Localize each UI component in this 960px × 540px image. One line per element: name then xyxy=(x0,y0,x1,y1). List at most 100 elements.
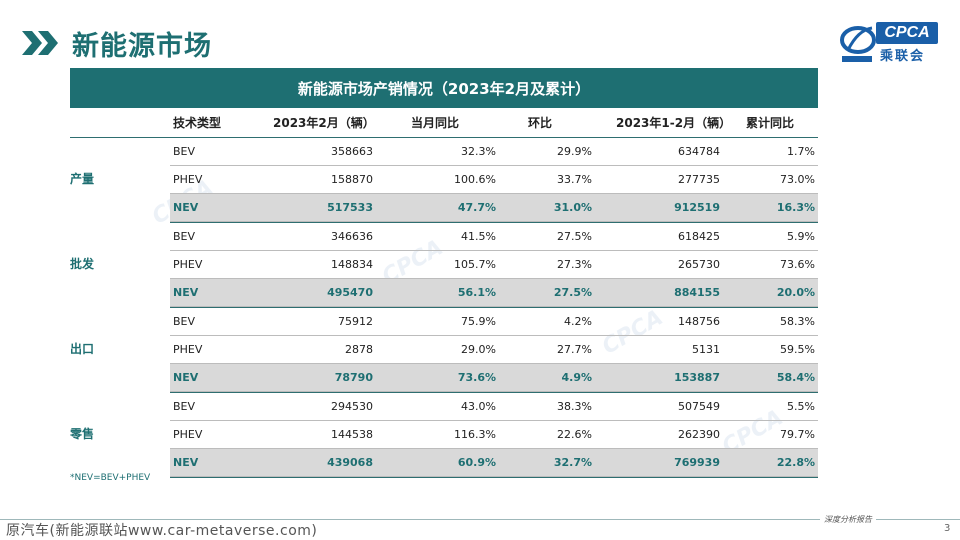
cell-cumulative-yoy: 22.8% xyxy=(776,456,815,469)
cell-mom: 27.3% xyxy=(557,258,592,271)
cell-cumulative: 507549 xyxy=(678,400,720,413)
cell-month: 2878 xyxy=(345,343,373,356)
cell-mom: 29.9% xyxy=(557,145,592,158)
cell-cumulative-yoy: 73.6% xyxy=(780,258,815,271)
cell-month: 148834 xyxy=(331,258,373,271)
group-label: 零售 xyxy=(70,427,95,441)
cell-month: 346636 xyxy=(331,230,373,243)
cell-type: NEV xyxy=(173,456,199,469)
cell-cumulative-yoy: 16.3% xyxy=(776,201,815,214)
column-header-row: 技术类型 2023年2月（辆） 当月同比 环比 2023年1-2月（辆） 累计同… xyxy=(70,108,818,138)
cell-month: 158870 xyxy=(331,173,373,186)
cpca-logo: CPCA 乘联会 xyxy=(838,18,942,66)
column-header: 2023年2月（辆） xyxy=(273,116,375,130)
cell-mom: 4.9% xyxy=(561,371,592,384)
cell-cumulative: 277735 xyxy=(678,173,720,186)
cell-cumulative: 634784 xyxy=(678,145,720,158)
table-row: PHEV 2878 29.0% 27.7% 5131 59.5% xyxy=(170,336,818,364)
table-header: 新能源市场产销情况（2023年2月及累计） xyxy=(70,68,818,108)
column-header: 累计同比 xyxy=(746,116,795,130)
cell-month: 517533 xyxy=(327,201,373,214)
table-group: 零售 BEV 294530 43.0% 38.3% 507549 5.5% PHEV 14453… xyxy=(70,393,818,478)
cell-cumulative: 884155 xyxy=(674,286,720,299)
source-watermark: 原汽车(新能源联站www.car-metaverse.com) xyxy=(6,523,318,539)
cell-cumulative-yoy: 5.5% xyxy=(787,400,815,413)
table-row: NEV 78790 73.6% 4.9% 153887 58.4% xyxy=(170,364,818,392)
cell-cumulative: 153887 xyxy=(674,371,720,384)
cell-yoy: 60.9% xyxy=(457,456,496,469)
cell-cumulative-yoy: 1.7% xyxy=(787,145,815,158)
cell-yoy: 73.6% xyxy=(457,371,496,384)
cell-type: PHEV xyxy=(173,258,203,271)
table-group: 产量 BEV 358663 32.3% 29.9% 634784 1.7% PHEV 15887… xyxy=(70,138,818,223)
cell-type: PHEV xyxy=(173,343,203,356)
cell-month: 294530 xyxy=(331,400,373,413)
cell-type: PHEV xyxy=(173,173,203,186)
table-row: PHEV 158870 100.6% 33.7% 277735 73.0% xyxy=(170,166,818,194)
cell-yoy: 75.9% xyxy=(461,315,496,328)
cell-type: BEV xyxy=(173,145,196,158)
cell-cumulative: 618425 xyxy=(678,230,720,243)
cell-yoy: 100.6% xyxy=(454,173,496,186)
double-chevron-icon xyxy=(22,31,62,55)
column-header: 当月同比 xyxy=(411,116,460,130)
title-bar: 新能源市场 xyxy=(22,26,212,62)
cell-cumulative-yoy: 79.7% xyxy=(780,428,815,441)
cell-cumulative-yoy: 59.5% xyxy=(780,343,815,356)
cell-month: 78790 xyxy=(334,371,373,384)
table-row: BEV 358663 32.3% 29.9% 634784 1.7% xyxy=(170,138,818,166)
cell-cumulative: 769939 xyxy=(674,456,720,469)
table-row: BEV 75912 75.9% 4.2% 148756 58.3% xyxy=(170,308,818,336)
table-row: PHEV 144538 116.3% 22.6% 262390 79.7% xyxy=(170,421,818,449)
column-header: 技术类型 xyxy=(173,116,222,130)
cell-type: PHEV xyxy=(173,428,203,441)
cell-yoy: 47.7% xyxy=(457,201,496,214)
cell-cumulative: 265730 xyxy=(678,258,720,271)
logo-cn: 乘联会 xyxy=(880,49,926,64)
cell-yoy: 116.3% xyxy=(454,428,496,441)
page-title: 新能源市场 xyxy=(72,30,212,62)
bottom-divider xyxy=(0,519,960,520)
cell-cumulative: 5131 xyxy=(692,343,720,356)
table-group: 出口 BEV 75912 75.9% 4.2% 148756 58.3% PHEV 2878 29… xyxy=(70,308,818,393)
cell-cumulative-yoy: 5.9% xyxy=(787,230,815,243)
cell-type: NEV xyxy=(173,371,199,384)
table-row: PHEV 148834 105.7% 27.3% 265730 73.6% xyxy=(170,251,818,279)
cell-mom: 22.6% xyxy=(557,428,592,441)
cell-month: 144538 xyxy=(331,428,373,441)
report-tag: 深度分析报告 xyxy=(820,514,876,525)
cell-type: BEV xyxy=(173,315,196,328)
cell-mom: 27.5% xyxy=(553,286,592,299)
group-label: 产量 xyxy=(70,172,95,186)
cell-yoy: 29.0% xyxy=(461,343,496,356)
table-row: NEV 517533 47.7% 31.0% 912519 16.3% xyxy=(170,194,818,222)
cell-month: 75912 xyxy=(338,315,373,328)
footnote: *NEV=BEV+PHEV xyxy=(70,473,151,483)
cell-cumulative: 912519 xyxy=(674,201,720,214)
cell-yoy: 105.7% xyxy=(454,258,496,271)
group-label: 批发 xyxy=(70,257,95,271)
nev-market-table: 新能源市场产销情况（2023年2月及累计） 技术类型 2023年2月（辆） 当月… xyxy=(70,68,818,478)
cell-mom: 31.0% xyxy=(553,201,592,214)
cell-cumulative: 148756 xyxy=(678,315,720,328)
table-row: BEV 294530 43.0% 38.3% 507549 5.5% xyxy=(170,393,818,421)
cell-cumulative-yoy: 58.3% xyxy=(780,315,815,328)
cell-month: 358663 xyxy=(331,145,373,158)
cell-yoy: 41.5% xyxy=(461,230,496,243)
cell-type: NEV xyxy=(173,201,199,214)
cell-month: 439068 xyxy=(327,456,373,469)
cell-mom: 33.7% xyxy=(557,173,592,186)
cell-cumulative: 262390 xyxy=(678,428,720,441)
cell-yoy: 56.1% xyxy=(457,286,496,299)
cell-mom: 27.5% xyxy=(557,230,592,243)
cell-yoy: 43.0% xyxy=(461,400,496,413)
logo-brand: CPCA xyxy=(876,22,938,44)
table-row: BEV 346636 41.5% 27.5% 618425 5.9% xyxy=(170,223,818,251)
cell-mom: 32.7% xyxy=(553,456,592,469)
table-body: 产量 BEV 358663 32.3% 29.9% 634784 1.7% PHEV 15887… xyxy=(70,138,818,478)
logo-swirl-icon xyxy=(840,26,876,62)
cell-cumulative-yoy: 20.0% xyxy=(776,286,815,299)
table-group: 批发 BEV 346636 41.5% 27.5% 618425 5.9% PHEV 14883… xyxy=(70,223,818,308)
cell-mom: 27.7% xyxy=(557,343,592,356)
table-row: NEV 495470 56.1% 27.5% 884155 20.0% xyxy=(170,279,818,307)
